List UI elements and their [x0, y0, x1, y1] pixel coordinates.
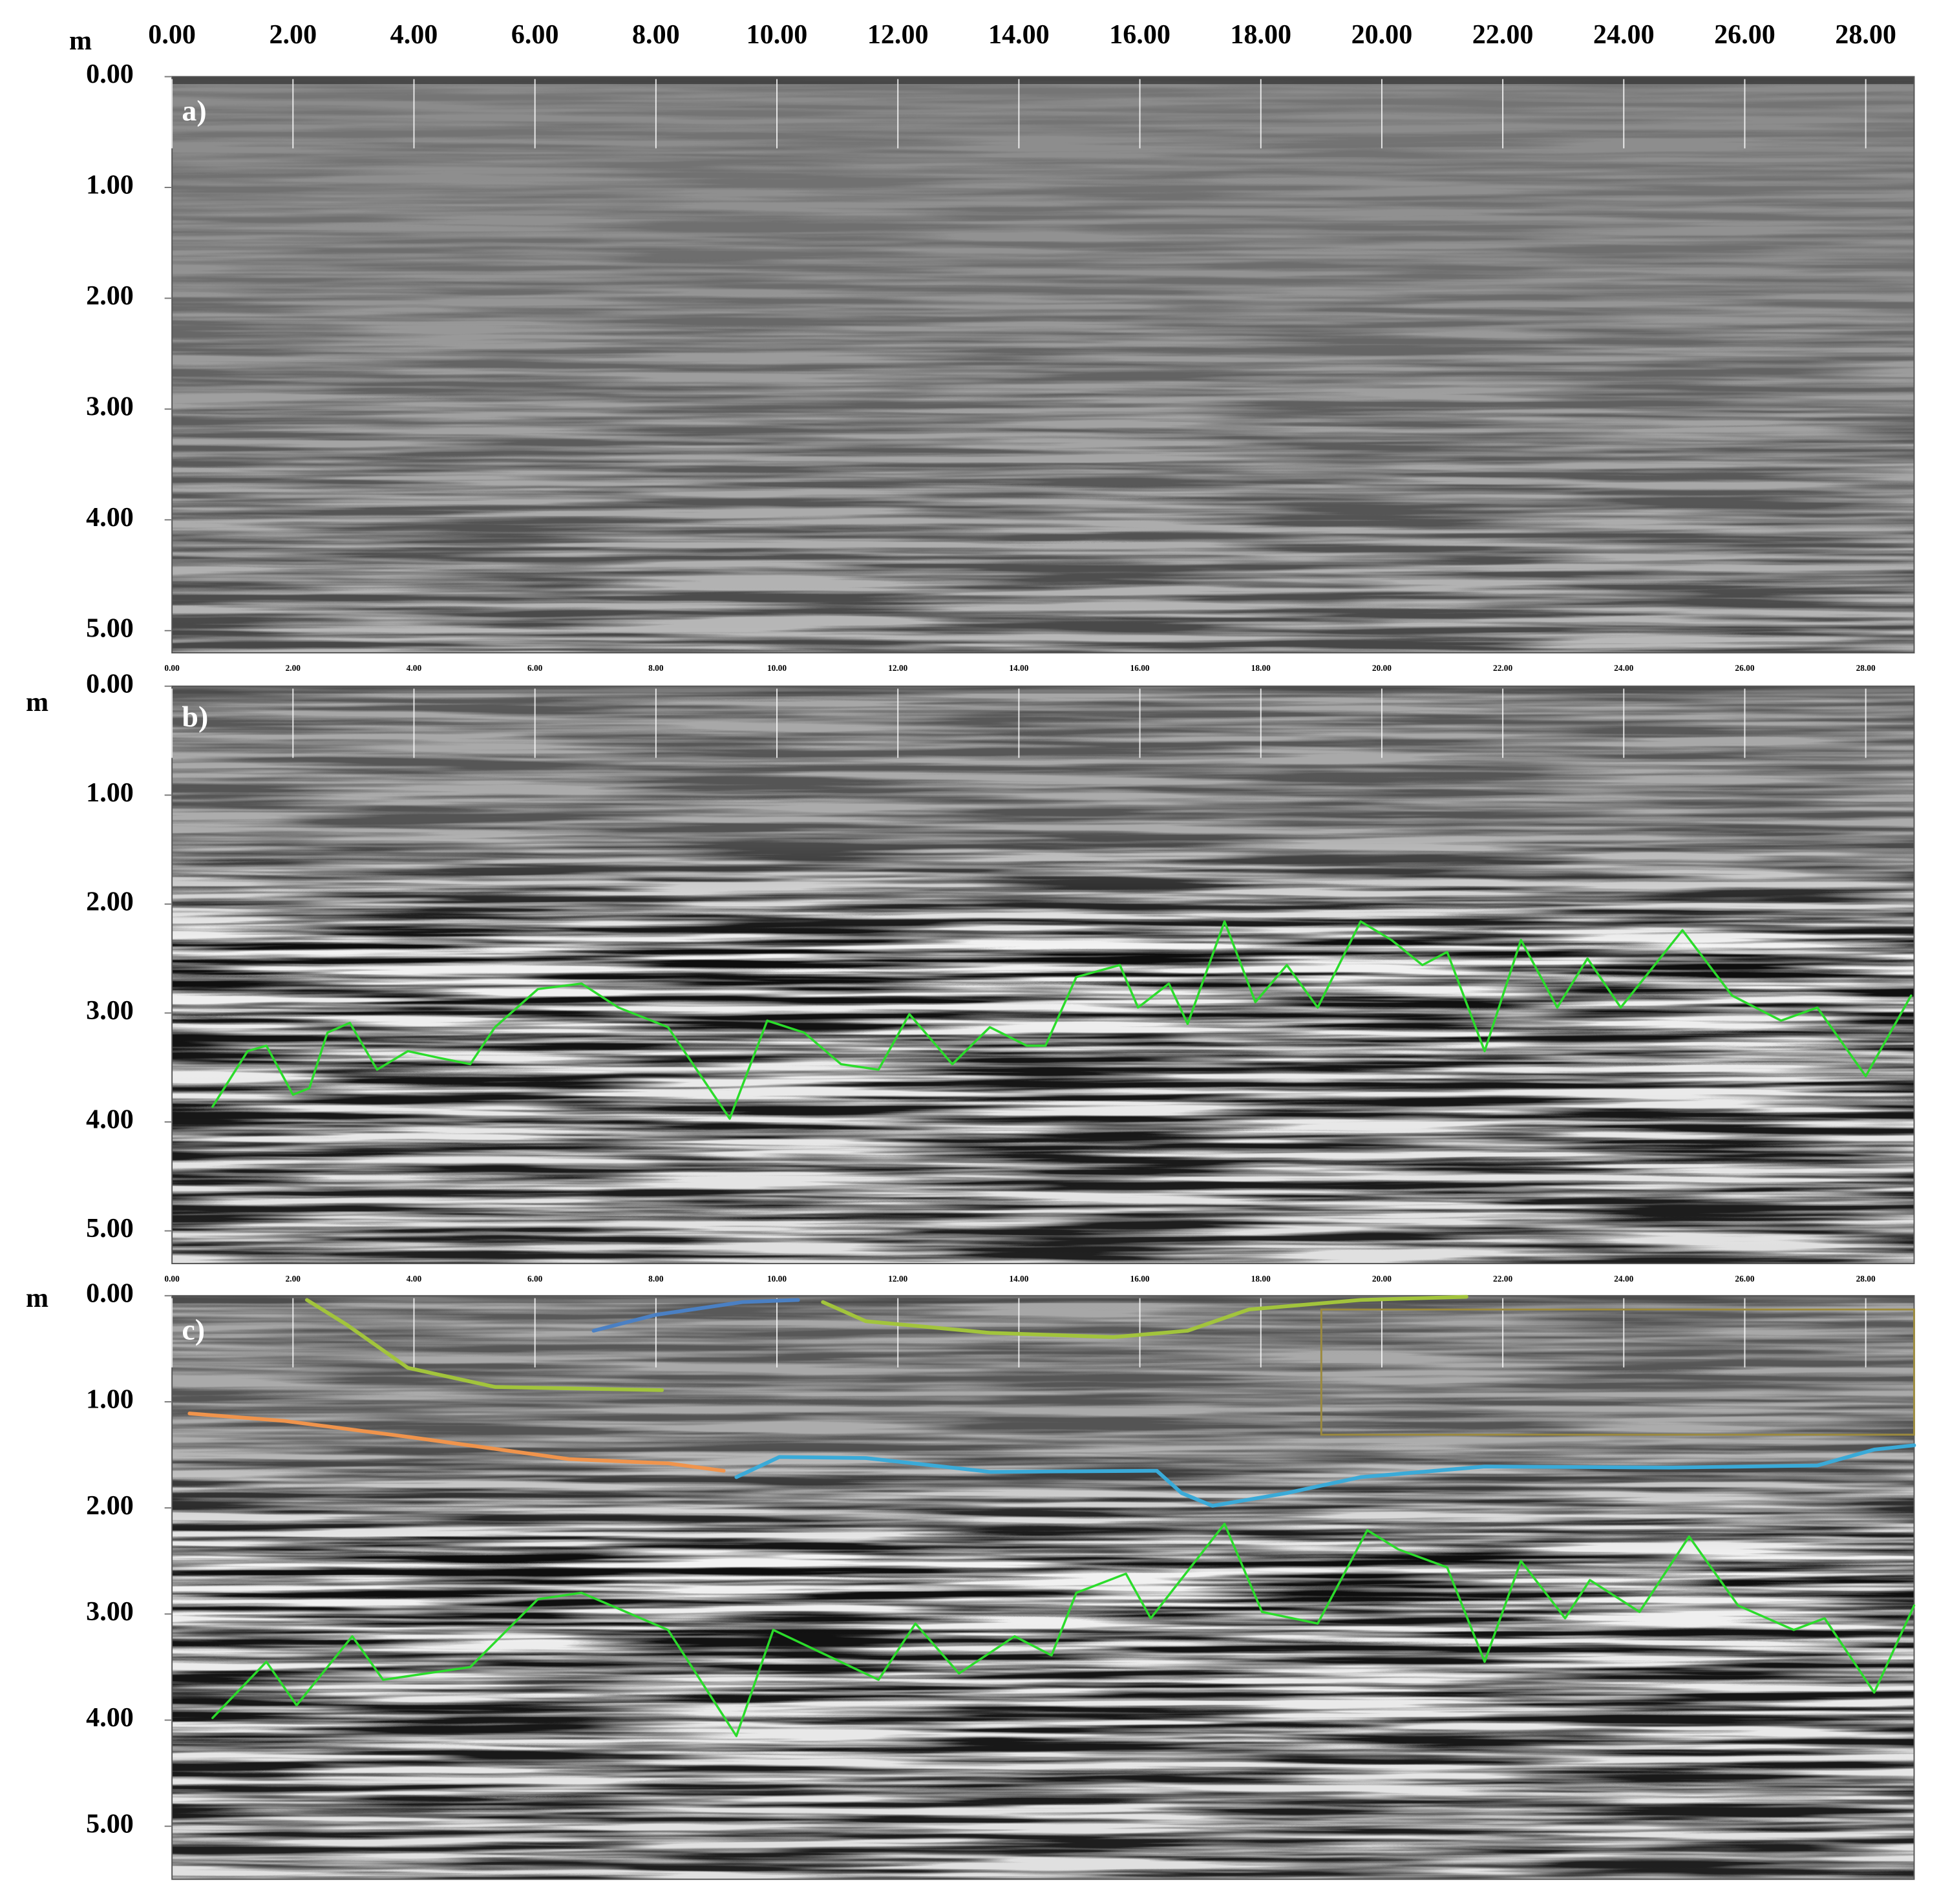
- x-tick-label: 22.00: [1493, 1274, 1512, 1284]
- x-tick-label: 20.00: [1372, 1274, 1392, 1284]
- y-tick-label: 3.00: [86, 1597, 134, 1627]
- x-tick-label: 18.00: [1251, 1274, 1271, 1284]
- y-tick-label: 5.00: [86, 613, 134, 643]
- panel-frame: [171, 685, 1915, 1265]
- surface-band: [172, 76, 1914, 85]
- y-tick-label: 4.00: [86, 1703, 134, 1733]
- x-tick-label: 10.00: [747, 20, 808, 50]
- y-tick-label: 1.00: [86, 171, 134, 200]
- horizon-line: [211, 920, 1913, 1120]
- x-tick-label: 14.00: [1009, 663, 1028, 673]
- x-tick-label: 12.00: [888, 1274, 907, 1284]
- x-tick-label: 24.00: [1614, 1274, 1633, 1284]
- horizon-line: [734, 1443, 1916, 1508]
- horizon-line: [304, 1298, 664, 1392]
- x-tick-label: 6.00: [527, 1274, 543, 1284]
- x-tick-label: 28.00: [1856, 1274, 1876, 1284]
- x-tick-label: 22.00: [1472, 20, 1534, 50]
- x-tick-label: 14.00: [988, 20, 1050, 50]
- highlight-box: [1320, 1308, 1915, 1436]
- y-tick-label: 4.00: [86, 503, 134, 533]
- x-tick-label: 6.00: [511, 20, 559, 50]
- x-tick-label: 4.00: [407, 1274, 422, 1284]
- y-tick-label: 3.00: [86, 996, 134, 1026]
- y-axis-unit: m: [26, 1284, 48, 1313]
- horizon-line: [591, 1298, 800, 1333]
- y-tick-label: 2.00: [86, 1491, 134, 1521]
- x-tick-label: 2.00: [269, 20, 317, 50]
- x-tick-label: 2.00: [286, 663, 301, 673]
- x-tick-label: 2.00: [286, 1274, 301, 1284]
- radargram-texture: [172, 1295, 1914, 1879]
- x-tick-label: 26.00: [1735, 1274, 1754, 1284]
- panel-label: b): [182, 700, 208, 733]
- x-tick-label: 14.00: [1009, 1274, 1028, 1284]
- x-tick-label: 6.00: [527, 663, 543, 673]
- y-axis-unit: m: [26, 688, 48, 717]
- y-tick-label: 1.00: [86, 778, 134, 808]
- y-tick-label: 5.00: [86, 1214, 134, 1243]
- x-tick-label: 4.00: [390, 20, 438, 50]
- x-tick-label: 18.00: [1230, 20, 1291, 50]
- horizon-line: [821, 1295, 1468, 1339]
- y-tick-label: 0.00: [86, 1278, 134, 1308]
- x-tick-label: 20.00: [1351, 20, 1413, 50]
- x-tick-label: 12.00: [888, 663, 907, 673]
- y-tick-label: 1.00: [86, 1385, 134, 1415]
- surface-band: [172, 686, 1914, 694]
- horizon-line: [187, 1412, 726, 1473]
- x-tick-label: 8.00: [632, 20, 680, 50]
- panel-label: c): [182, 1313, 205, 1346]
- x-tick-label: 26.00: [1714, 20, 1775, 50]
- x-tick-label: 10.00: [767, 663, 787, 673]
- x-tick-label: 28.00: [1835, 20, 1896, 50]
- y-tick-label: 5.00: [86, 1809, 134, 1839]
- x-tick-label: 16.00: [1109, 20, 1171, 50]
- x-tick-label: 0.00: [164, 1274, 180, 1284]
- x-tick-label: 4.00: [407, 663, 422, 673]
- surface-band: [172, 1295, 1914, 1304]
- x-tick-label: 28.00: [1856, 663, 1876, 673]
- y-tick-label: 2.00: [86, 887, 134, 916]
- y-tick-label: 0.00: [86, 59, 134, 89]
- panel-frame: [171, 1295, 1915, 1880]
- x-tick-label: 8.00: [648, 1274, 664, 1284]
- x-tick-label: 24.00: [1593, 20, 1655, 50]
- x-tick-label: 24.00: [1614, 663, 1633, 673]
- y-axis-unit: m: [69, 26, 92, 56]
- radargram-texture: [172, 686, 1914, 1264]
- x-tick-label: 20.00: [1372, 663, 1392, 673]
- panel-label: a): [182, 94, 206, 127]
- y-tick-label: 0.00: [86, 669, 134, 699]
- x-tick-label: 0.00: [164, 663, 180, 673]
- panel-frame: [171, 76, 1915, 654]
- radargram-texture: [172, 76, 1914, 653]
- x-tick-label: 16.00: [1130, 663, 1150, 673]
- x-tick-label: 22.00: [1493, 663, 1512, 673]
- x-tick-label: 12.00: [867, 20, 929, 50]
- x-tick-label: 0.00: [148, 20, 196, 50]
- y-tick-label: 4.00: [86, 1105, 134, 1135]
- x-tick-label: 8.00: [648, 663, 664, 673]
- y-tick-label: 3.00: [86, 392, 134, 422]
- x-tick-label: 10.00: [767, 1274, 787, 1284]
- y-tick-label: 2.00: [86, 281, 134, 311]
- horizon-line: [211, 1523, 1916, 1737]
- x-tick-label: 18.00: [1251, 663, 1271, 673]
- x-tick-label: 26.00: [1735, 663, 1754, 673]
- x-tick-label: 16.00: [1130, 1274, 1150, 1284]
